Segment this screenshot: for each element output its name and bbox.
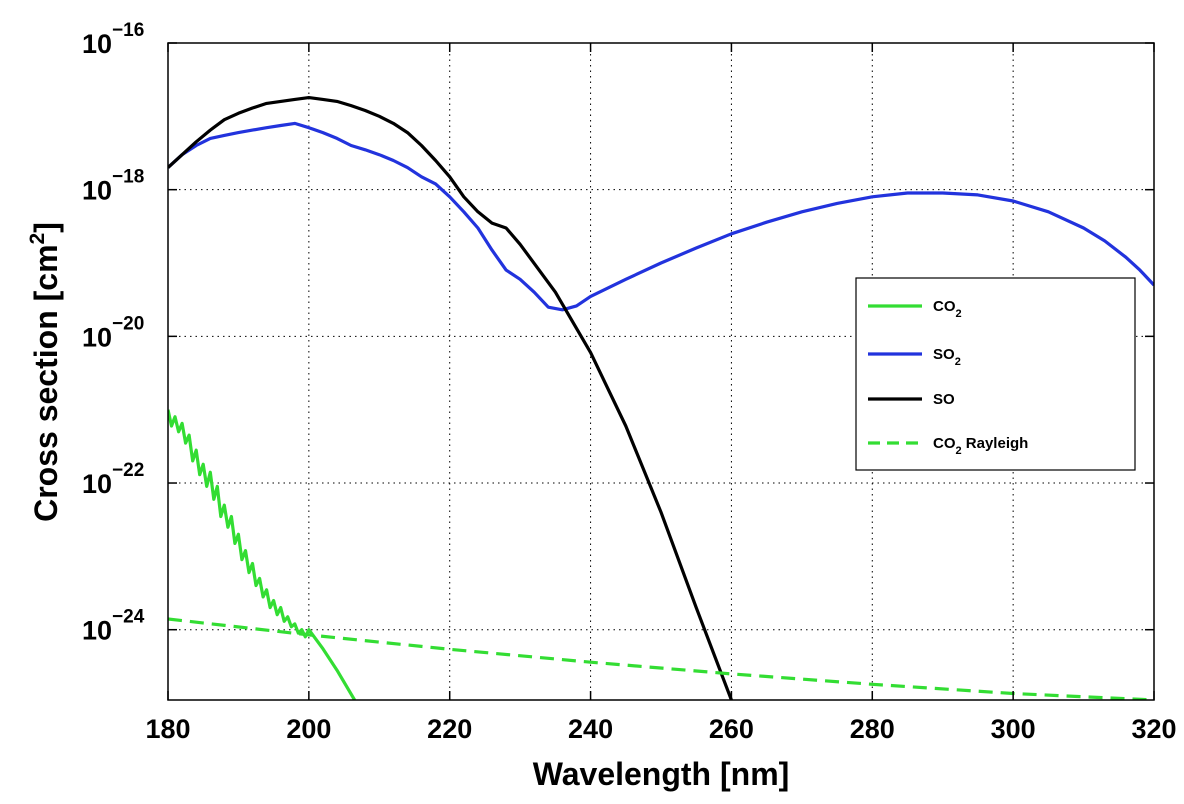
legend: CO2 SO2 SO CO2 Rayleigh bbox=[855, 277, 1136, 471]
series-line-so bbox=[168, 95, 733, 700]
y-tick-label: 10−18 bbox=[82, 167, 144, 206]
x-axis-title: Wavelength [nm] bbox=[533, 756, 790, 792]
legend-label-so: SO bbox=[933, 391, 955, 408]
x-tick-label: 240 bbox=[568, 714, 613, 744]
series-line-co2-rayleigh bbox=[168, 617, 1154, 700]
series-line-co2 bbox=[168, 409, 356, 700]
y-axis-title-end: ] bbox=[28, 222, 64, 233]
y-tick-label: 10−24 bbox=[82, 607, 145, 646]
series-line-so2 bbox=[168, 121, 1154, 312]
y-tick-label: 10−16 bbox=[82, 20, 144, 59]
x-tick-label: 260 bbox=[709, 714, 754, 744]
legend-box bbox=[855, 277, 1136, 471]
tick-marks bbox=[167, 42, 1155, 700]
series-layer bbox=[168, 95, 1154, 700]
x-tick-label: 280 bbox=[850, 714, 895, 744]
y-axis-title-sup: 2 bbox=[26, 233, 49, 245]
legend-label-co2: CO2 bbox=[933, 298, 962, 320]
x-tick-label: 200 bbox=[286, 714, 331, 744]
legend-label-co2-rayleigh: CO2 Rayleigh bbox=[933, 435, 1028, 457]
legend-label-so2: SO2 bbox=[933, 346, 961, 368]
plot-frame bbox=[167, 42, 1155, 701]
y-tick-label: 10−22 bbox=[82, 460, 144, 499]
y-tick-label: 10−20 bbox=[82, 313, 144, 352]
y-tick-labels: 10−16 10−18 10−20 10−22 10−24 bbox=[82, 20, 145, 646]
x-tick-label: 220 bbox=[427, 714, 472, 744]
x-tick-labels: 180 200 220 240 260 280 300 320 bbox=[145, 714, 1176, 744]
x-tick-label: 180 bbox=[145, 714, 190, 744]
x-tick-label: 300 bbox=[991, 714, 1036, 744]
x-tick-label: 320 bbox=[1131, 714, 1176, 744]
y-axis-title: Cross section [cm2] bbox=[26, 222, 64, 522]
y-axis-title-main: Cross section [cm bbox=[28, 244, 64, 521]
